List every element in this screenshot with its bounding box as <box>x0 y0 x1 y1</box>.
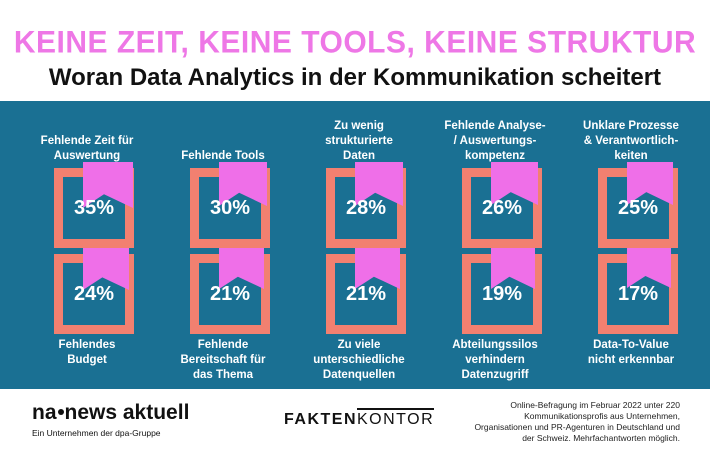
category-label: Zu wenig strukturierte Daten <box>325 120 393 162</box>
news-aktuell-tagline: Ein Unternehmen der dpa-Gruppe <box>32 428 161 438</box>
chart-panel: Fehlende Zeit für Auswertung 35% Fehlende … <box>0 101 710 389</box>
value-label: 30% <box>209 197 251 219</box>
chart-item: Abteilungssilos verhindern Datenzugriff 1… <box>427 101 563 389</box>
logo-news-text: news aktuell <box>64 401 190 424</box>
value-frame: 30% <box>190 162 270 248</box>
chart-item: Fehlende Tools 30% <box>155 101 291 389</box>
category-label: Data-To-Value nicht erkennbar <box>587 339 675 366</box>
value-frame: 35% <box>54 162 134 248</box>
value-label: 28% <box>345 197 387 219</box>
value-label: 26% <box>481 197 523 219</box>
chart-item: Data-To-Value nicht erkennbar 17% <box>563 101 699 389</box>
footer: na news aktuell Ein Unternehmen der dpa-G… <box>0 395 710 457</box>
logo-kontor-text: KONTOR <box>357 408 435 428</box>
chart-item: Zu wenig strukturierte Daten 28% <box>291 101 427 389</box>
chart-title: KEINE ZEIT, KEINE TOOLS, KEINE STRUKTUR <box>13 25 697 60</box>
chart-item: Unklare Prozesse & Verantwortlich- keite… <box>563 101 699 389</box>
value-frame: 21% <box>190 248 270 334</box>
category-label: Fehlende Zeit für Auswertung <box>40 135 134 162</box>
category-label: Fehlende Bereitschaft für das Thema <box>180 339 266 381</box>
category-label: Fehlende Tools <box>181 150 265 162</box>
chart-item: Fehlende Analyse- / Auswertungs- kompete… <box>427 101 563 389</box>
chart-item: Fehlende Zeit für Auswertung 35% <box>19 101 155 389</box>
value-frame: 25% <box>598 162 678 248</box>
survey-note: Online-Befragung im Februar 2022 unter 2… <box>474 400 680 443</box>
value-frame: 17% <box>598 248 678 334</box>
value-frame: 26% <box>462 162 542 248</box>
logo-na-text: na <box>32 401 57 424</box>
logo-dot-icon <box>57 409 64 415</box>
chart-item: Fehlende Bereitschaft für das Thema 21% <box>155 101 291 389</box>
value-label: 21% <box>209 283 251 305</box>
category-label: Unklare Prozesse & Verantwortlich- keite… <box>583 120 679 162</box>
value-frame: 24% <box>54 248 134 334</box>
category-label: Fehlende Analyse- / Auswertungs- kompete… <box>444 120 546 162</box>
value-label: 24% <box>73 283 115 305</box>
category-label: Zu viele unterschiedliche Datenquellen <box>313 339 405 381</box>
chart-subtitle: Woran Data Analytics in der Kommunikatio… <box>48 64 662 91</box>
value-label: 19% <box>481 283 523 305</box>
news-aktuell-logo: na news aktuell <box>32 401 189 425</box>
value-label: 35% <box>73 197 115 219</box>
chart-item: Zu viele unterschiedliche Datenquellen 21… <box>291 101 427 389</box>
category-label: Fehlendes Budget <box>58 339 116 366</box>
faktenkontor-logo: FAKTENKONTOR <box>284 408 435 429</box>
logo-fakten-text: FAKTEN <box>284 411 357 428</box>
value-label: 25% <box>617 197 659 219</box>
value-frame: 19% <box>462 248 542 334</box>
value-label: 21% <box>345 283 387 305</box>
value-frame: 21% <box>326 248 406 334</box>
value-frame: 28% <box>326 162 406 248</box>
category-label: Abteilungssilos verhindern Datenzugriff <box>452 339 538 381</box>
chart-item: Fehlendes Budget 24% <box>19 101 155 389</box>
value-label: 17% <box>617 283 659 305</box>
